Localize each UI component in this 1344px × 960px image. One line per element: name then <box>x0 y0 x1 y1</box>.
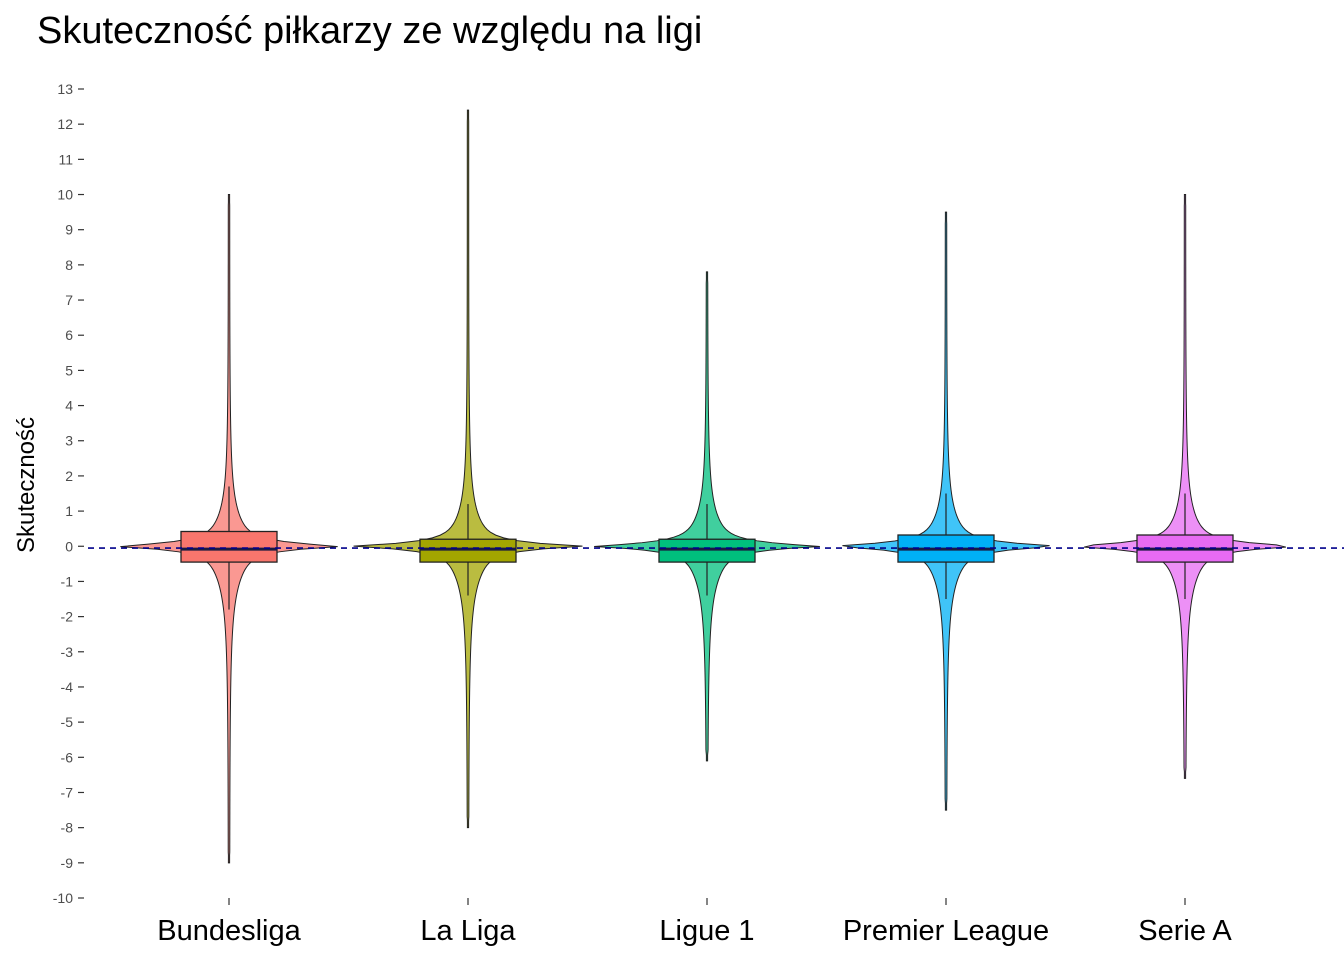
y-tick-label: -6 <box>61 749 74 765</box>
y-tick-label: 6 <box>65 327 73 343</box>
y-tick-label: 10 <box>57 187 73 203</box>
x-tick-label: Premier League <box>843 915 1049 947</box>
y-tick-label: -7 <box>61 784 74 800</box>
violin-la-liga <box>353 109 583 829</box>
y-tick-label: -5 <box>61 714 74 730</box>
violin-serie-a <box>1083 194 1287 779</box>
y-tick-label: 2 <box>65 468 73 484</box>
x-tick-label: Bundesliga <box>157 915 301 947</box>
x-tick-label: La Liga <box>420 915 516 947</box>
y-tick-label: 3 <box>65 433 73 449</box>
box-la-liga <box>419 538 517 563</box>
y-tick-label: 13 <box>57 81 73 97</box>
y-tick-label: -2 <box>61 609 74 625</box>
box-bundesliga <box>180 530 278 563</box>
y-tick-label: 1 <box>65 503 73 519</box>
y-tick-label: -10 <box>53 890 73 906</box>
y-tick-label: -3 <box>61 644 74 660</box>
y-tick-label: 8 <box>65 257 73 273</box>
y-tick-label: 11 <box>58 151 73 167</box>
box-ligue-1 <box>658 538 756 563</box>
y-tick-label: -9 <box>61 855 74 871</box>
y-tick-label: 4 <box>65 398 73 414</box>
y-tick-label: 7 <box>65 292 73 308</box>
chart-title: Skuteczność piłkarzy ze względu na ligi <box>37 10 703 52</box>
y-tick-label: 5 <box>65 362 73 378</box>
x-tick-label: Ligue 1 <box>659 915 754 947</box>
x-tick-label: Serie A <box>1138 915 1232 947</box>
y-tick-label: -1 <box>61 573 74 589</box>
y-tick-label: 9 <box>65 222 73 238</box>
y-tick-label: 12 <box>57 116 73 132</box>
y-tick-label: -4 <box>61 679 74 695</box>
y-tick-label: -8 <box>61 820 74 836</box>
y-tick-label: 0 <box>65 538 73 554</box>
